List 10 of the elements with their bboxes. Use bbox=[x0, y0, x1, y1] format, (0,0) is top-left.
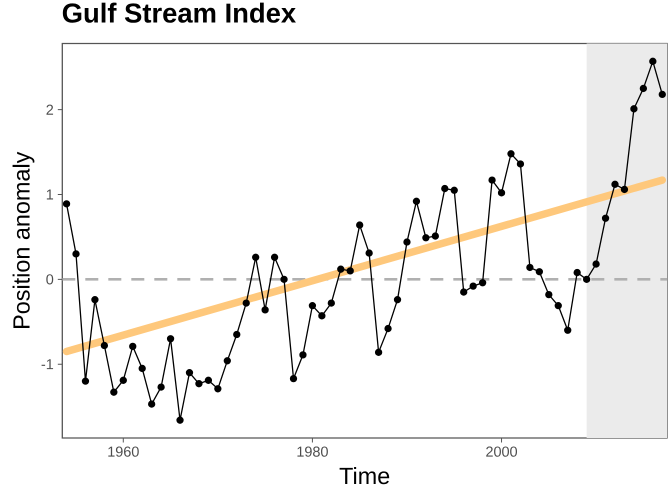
y-axis-title: Position anomaly bbox=[12, 152, 34, 328]
y-tick-label: 0 bbox=[46, 274, 54, 284]
y-tick-label: 2 bbox=[46, 104, 54, 115]
y-tick-label: 1 bbox=[46, 190, 54, 200]
chart-title: Gulf Stream Index bbox=[62, 2, 296, 23]
x-tick-label: 2000 bbox=[486, 446, 518, 457]
x-tick-label: 1980 bbox=[297, 446, 328, 457]
x-axis-title: Time bbox=[340, 467, 390, 484]
x-tick-label: 1960 bbox=[108, 446, 139, 457]
y-tick-label: -1 bbox=[42, 359, 54, 370]
